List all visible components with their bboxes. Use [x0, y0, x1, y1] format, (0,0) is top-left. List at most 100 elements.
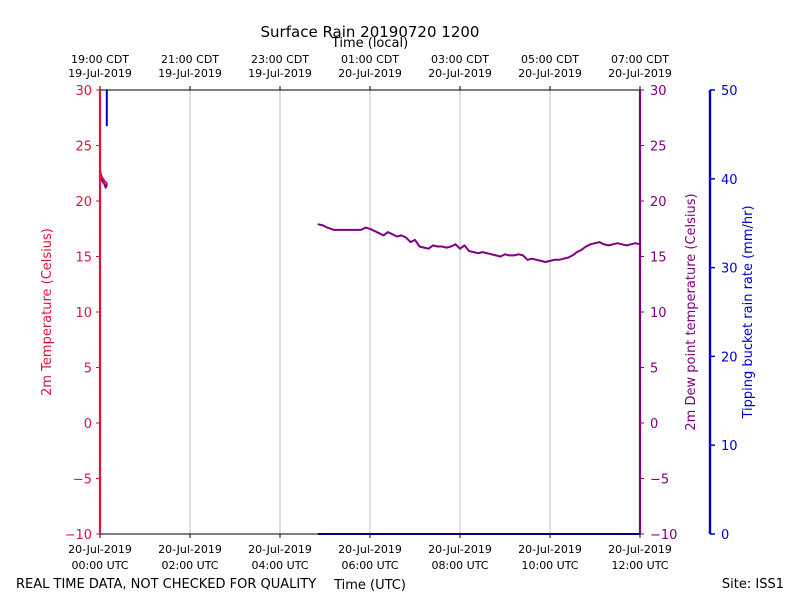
top-tick-time: 05:00 CDT: [521, 53, 579, 66]
data-point: [342, 229, 344, 231]
top-tick-time: 01:00 CDT: [341, 53, 399, 66]
data-point: [369, 227, 371, 230]
top-tick-date: 20-Jul-2019: [608, 67, 672, 80]
data-point: [544, 261, 547, 263]
bottom-tick-time: 10:00 UTC: [521, 559, 578, 572]
data-point: [490, 253, 493, 256]
temperature-tick-label: 15: [75, 251, 92, 266]
data-point: [526, 258, 529, 261]
data-point: [391, 233, 394, 236]
temperature-tick-label: 0: [84, 417, 92, 432]
dewpoint-tick-label: 30: [650, 84, 667, 99]
data-point: [382, 234, 385, 237]
data-point: [405, 236, 407, 239]
top-tick-date: 20-Jul-2019: [428, 67, 492, 80]
data-point: [396, 235, 398, 238]
top-tick-date: 19-Jul-2019: [68, 67, 132, 80]
quality-disclaimer: REAL TIME DATA, NOT CHECKED FOR QUALITY: [16, 577, 316, 592]
data-point: [418, 245, 421, 248]
data-point: [378, 232, 380, 235]
data-point: [616, 242, 619, 245]
top-axis-label: Time (local): [331, 36, 408, 51]
data-point: [387, 231, 389, 234]
data-point: [580, 248, 583, 251]
top-tick-time: 23:00 CDT: [251, 53, 309, 66]
dewpoint-tick-label: −10: [650, 528, 677, 543]
dewpoint-axis: −10 −5 0 5 10 15 20 25 30: [640, 84, 677, 543]
bottom-ticks: 20-Jul-2019 00:00 UTC 20-Jul-2019 02:00 UTC…: [68, 534, 672, 572]
gridlines: [189, 90, 551, 534]
rain-axis-label: Tipping bucket rain rate (mm/hr): [741, 205, 756, 419]
rain-tick-label: 30: [721, 262, 738, 277]
data-point: [634, 242, 637, 245]
data-point: [603, 243, 605, 246]
data-point: [105, 183, 108, 186]
bottom-tick-time: 00:00 UTC: [71, 559, 128, 572]
data-point: [477, 252, 479, 255]
data-point: [481, 251, 484, 254]
bottom-tick-time: 08:00 UTC: [431, 559, 488, 572]
bottom-tick-date: 20-Jul-2019: [68, 543, 132, 556]
data-point: [373, 230, 376, 232]
temperature-axis-label: 2m Temperature (Celsius): [40, 228, 55, 396]
data-point: [531, 257, 533, 260]
data-point: [436, 245, 439, 248]
data-point: [517, 253, 520, 256]
data-point: [625, 244, 628, 247]
rain-tick-label: 10: [721, 439, 738, 454]
data-point: [549, 260, 551, 262]
temperature-tick-label: 20: [75, 195, 92, 210]
dewpoint-tick-label: 15: [650, 251, 667, 266]
dewpoint-tick-label: 0: [650, 417, 658, 432]
data-point: [495, 254, 497, 257]
data-point: [427, 247, 430, 250]
top-tick-time: 07:00 CDT: [611, 53, 669, 66]
data-point: [612, 243, 614, 246]
data-point: [105, 124, 108, 127]
chart-title: Surface Rain 20190720 1200: [261, 23, 480, 41]
dewpoint-tick-label: 10: [650, 306, 667, 321]
top-tick-date: 20-Jul-2019: [518, 67, 582, 80]
temperature-tick-label: 10: [75, 306, 92, 321]
site-label: Site: ISS1: [722, 577, 784, 592]
data-point: [364, 226, 367, 229]
data-point: [522, 254, 524, 257]
temperature-tick-label: 30: [75, 84, 92, 99]
temperature-tick-label: −5: [73, 473, 92, 488]
data-point: [459, 247, 461, 250]
bottom-tick-time: 04:00 UTC: [251, 559, 308, 572]
temperature-tick-label: −10: [65, 528, 92, 543]
data-point: [400, 234, 403, 237]
data-point: [450, 245, 452, 248]
data-point: [630, 243, 632, 246]
rain-axis: 0 10 20 30 40 50: [710, 84, 738, 543]
2m-dew-point-temperature-later-line: [318, 223, 641, 263]
top-tick-date: 19-Jul-2019: [158, 67, 222, 80]
dewpoint-tick-label: −5: [650, 473, 669, 488]
data-point: [607, 244, 610, 247]
bottom-axis-label: Time (UTC): [333, 578, 406, 593]
data-point: [585, 245, 587, 248]
rain-tick-label: 20: [721, 350, 738, 365]
rain-tick-label: 50: [721, 84, 738, 99]
data-point: [499, 255, 502, 258]
top-tick-time: 03:00 CDT: [431, 53, 489, 66]
data-point: [351, 229, 353, 231]
data-point: [553, 258, 556, 261]
data-point: [326, 226, 329, 229]
data-point: [504, 253, 506, 256]
data-point: [562, 257, 565, 260]
top-tick-time: 19:00 CDT: [71, 53, 129, 66]
data-point: [445, 246, 448, 249]
data-point: [414, 239, 416, 241]
data-point: [598, 241, 601, 244]
data-point: [432, 244, 434, 247]
data-point: [454, 243, 457, 246]
bottom-tick-date: 20-Jul-2019: [248, 543, 312, 556]
bottom-tick-time: 02:00 UTC: [161, 559, 218, 572]
data-point: [103, 183, 106, 186]
temperature-axis: −10 −5 0 5 10 15 20 25 30: [65, 84, 100, 543]
bottom-tick-date: 20-Jul-2019: [428, 543, 492, 556]
